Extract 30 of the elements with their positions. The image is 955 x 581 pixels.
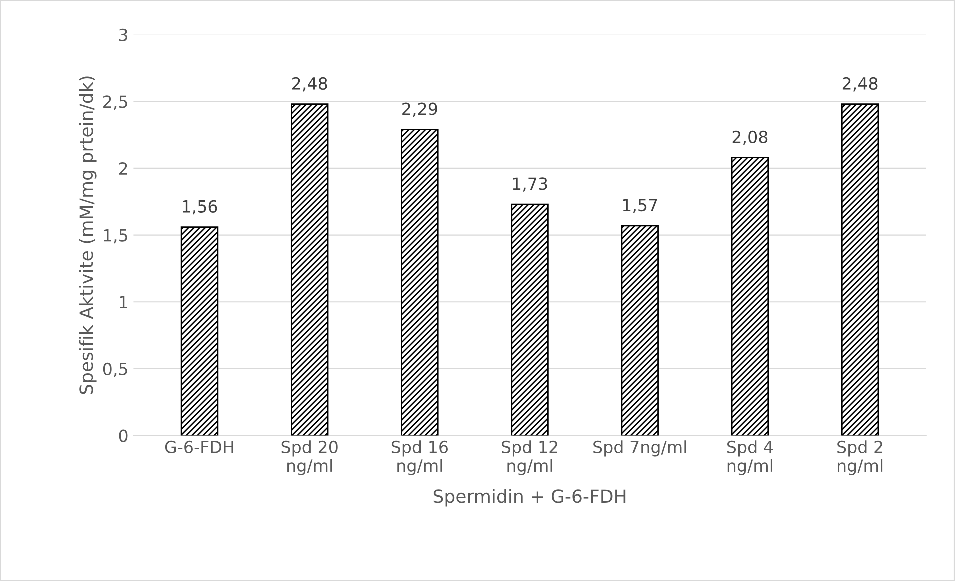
y-tick-label: 1	[120, 296, 128, 308]
y-tick-label: 0	[119, 430, 128, 442]
bar	[511, 204, 549, 436]
data-label: 2,29	[402, 102, 438, 118]
y-tick-label: 3	[120, 28, 128, 42]
x-tick-label: Spd 7ng/ml	[594, 440, 686, 457]
x-tick-label: Spd 20 ng/ml	[282, 440, 338, 476]
y-axis-title: Spesifik Aktivite (mM/mg prtein/dk)	[79, 76, 97, 394]
data-label: 1,56	[183, 200, 218, 215]
data-label: 1,57	[623, 199, 658, 214]
y-tick-label: 0,5	[103, 362, 128, 378]
bar	[401, 129, 439, 436]
data-label: 2,48	[842, 77, 878, 92]
y-tick-label: 1,5	[104, 229, 128, 244]
x-tick-label: Spd 12 ng/ml	[502, 440, 558, 476]
data-label: 1,73	[513, 178, 548, 192]
bar	[621, 225, 659, 436]
y-tick-label: 2	[119, 162, 128, 175]
data-label: 2,08	[732, 130, 768, 146]
data-label: 2,48	[292, 77, 328, 92]
x-tick-label: Spd 2 ng/ml	[838, 440, 883, 476]
x-tick-label: G-6-FDH	[165, 440, 234, 454]
bar	[180, 226, 219, 436]
x-tick-label: Spd 16 ng/ml	[392, 440, 448, 476]
x-axis-title: Spermidin + G-6-FDH	[434, 489, 626, 507]
y-tick-label: 2,5	[104, 96, 128, 110]
bar	[731, 157, 770, 436]
bar	[841, 104, 880, 436]
x-tick-label: Spd 4 ng/ml	[727, 440, 774, 476]
bar	[290, 104, 329, 436]
